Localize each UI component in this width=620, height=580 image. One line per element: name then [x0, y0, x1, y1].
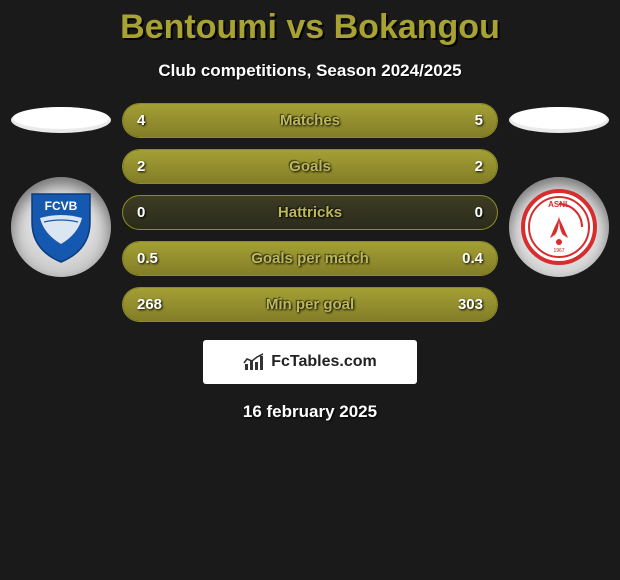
- left-player-silhouette: [9, 105, 113, 135]
- branding-badge: FcTables.com: [203, 340, 417, 384]
- chart-icon: [243, 352, 267, 372]
- left-club-badge: FCVB: [11, 177, 111, 277]
- stat-value-left: 0.5: [137, 250, 158, 267]
- comparison-title: Bentoumi vs Bokangou: [0, 0, 620, 47]
- stat-label: Goals: [289, 158, 331, 175]
- stat-value-left: 2: [137, 158, 145, 175]
- stat-label: Min per goal: [266, 296, 354, 313]
- stat-fill-left: [123, 150, 310, 183]
- left-player-column: FCVB: [6, 103, 116, 277]
- stat-value-right: 0: [475, 204, 483, 221]
- right-player-column: ASNL 1967: [504, 103, 614, 277]
- comparison-subtitle: Club competitions, Season 2024/2025: [0, 61, 620, 81]
- stat-value-right: 5: [475, 112, 483, 129]
- stat-row: 2 2 Goals: [122, 149, 498, 184]
- stat-value-left: 4: [137, 112, 145, 129]
- stat-label: Goals per match: [251, 250, 369, 267]
- right-club-badge: ASNL 1967: [509, 177, 609, 277]
- stat-value-right: 2: [475, 158, 483, 175]
- branding-text: FcTables.com: [271, 353, 377, 371]
- stat-label: Matches: [280, 112, 340, 129]
- comparison-body: FCVB 4 5 Matches 2 2 Goals 0 0 Hattricks 0.5 0.4 Go…: [0, 103, 620, 322]
- stat-row: 0 0 Hattricks: [122, 195, 498, 230]
- svg-text:ASNL: ASNL: [548, 200, 570, 209]
- stat-row: 4 5 Matches: [122, 103, 498, 138]
- stat-value-right: 303: [458, 296, 483, 313]
- svg-text:FCVB: FCVB: [45, 199, 78, 213]
- stat-row: 268 303 Min per goal: [122, 287, 498, 322]
- stat-value-left: 268: [137, 296, 162, 313]
- crest-icon: ASNL 1967: [520, 188, 598, 266]
- stat-value-right: 0.4: [462, 250, 483, 267]
- shield-icon: FCVB: [22, 188, 100, 266]
- stat-value-left: 0: [137, 204, 145, 221]
- right-player-silhouette: [507, 105, 611, 135]
- stat-fill-left: [123, 104, 288, 137]
- comparison-date: 16 february 2025: [0, 402, 620, 422]
- stat-label: Hattricks: [278, 204, 342, 221]
- svg-text:1967: 1967: [553, 248, 564, 254]
- stat-row: 0.5 0.4 Goals per match: [122, 241, 498, 276]
- stats-column: 4 5 Matches 2 2 Goals 0 0 Hattricks 0.5 0.4 Goals p…: [116, 103, 504, 322]
- stat-fill-right: [310, 150, 497, 183]
